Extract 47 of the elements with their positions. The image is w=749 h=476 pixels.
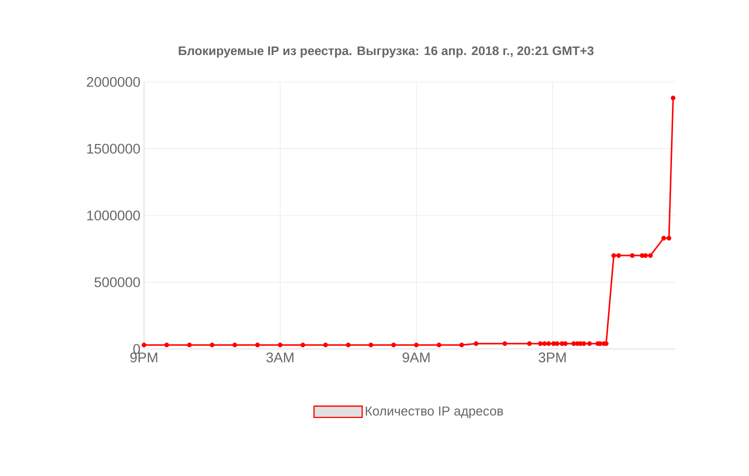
y-tick-label: 2000000 — [86, 77, 140, 87]
point — [164, 342, 170, 348]
point — [546, 341, 552, 346]
point — [611, 253, 616, 258]
point — [648, 253, 653, 258]
point — [643, 253, 648, 258]
point — [300, 342, 306, 348]
point — [436, 342, 442, 348]
point — [578, 341, 583, 346]
point — [571, 341, 576, 346]
point — [616, 253, 621, 258]
point — [323, 342, 328, 348]
point — [414, 342, 419, 348]
point — [587, 341, 592, 346]
point — [346, 342, 351, 348]
point — [368, 342, 374, 348]
y-tick-label: 0 — [133, 344, 140, 354]
point — [538, 341, 543, 346]
point — [554, 341, 560, 346]
point — [187, 342, 192, 348]
point — [527, 341, 532, 346]
y-tick-label: 1000000 — [87, 210, 140, 220]
point — [670, 96, 676, 100]
y-tick-label: 500000 — [94, 277, 140, 288]
point — [255, 342, 260, 348]
legend-label: Количество IP адресов — [366, 406, 504, 418]
y-tick-label: 1500000 — [87, 144, 140, 154]
point — [142, 342, 146, 348]
x-tick-label: 3PM — [538, 352, 566, 362]
point — [640, 253, 644, 258]
chart-title: Блокируемые IP из реестра. Выгрузка: 16 апр. 2018 г., 20:21 GMT+3 — [178, 46, 594, 58]
point — [474, 341, 478, 346]
point — [542, 341, 547, 346]
point — [459, 342, 464, 348]
point — [560, 341, 564, 346]
x-tick-label: 9PM — [130, 352, 158, 362]
point — [502, 341, 508, 346]
point — [391, 342, 396, 348]
point — [210, 342, 214, 348]
x-tick-label: 3AM — [266, 352, 294, 362]
point — [661, 236, 666, 241]
point — [278, 342, 283, 348]
x-tick-label: 9AM — [402, 352, 430, 362]
point — [666, 236, 672, 241]
point — [232, 342, 238, 348]
point — [630, 253, 635, 258]
point — [582, 341, 586, 346]
